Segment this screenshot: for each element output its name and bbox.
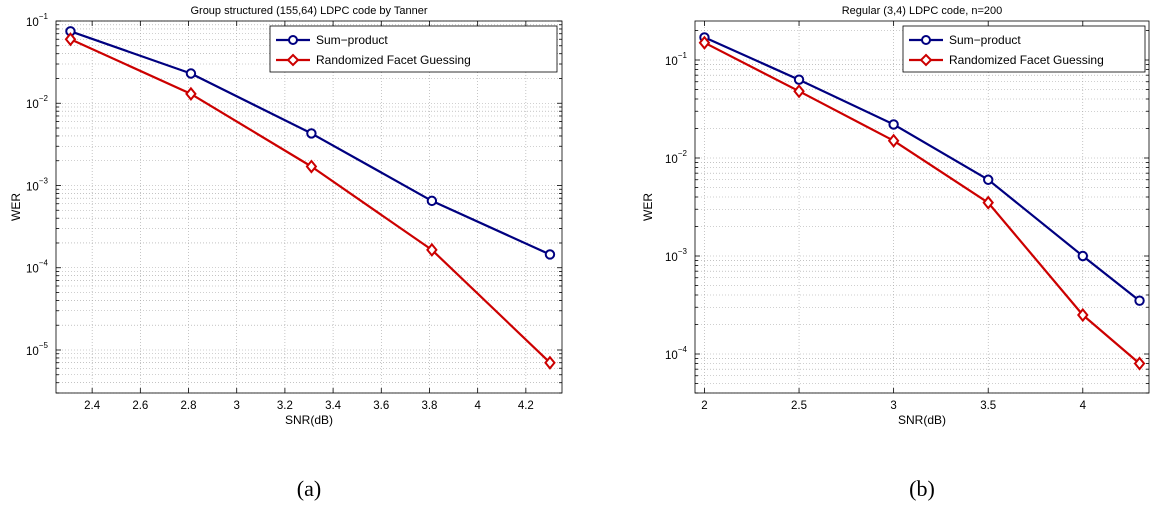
chart-a-caption: (a) bbox=[297, 476, 321, 501]
series-line-2 bbox=[703, 41, 1141, 365]
chart-panel-a: Group structured (155,64) LDPC code by T… bbox=[9, 5, 563, 501]
x-tick-label: 3.5 bbox=[980, 400, 996, 412]
data-point-series-1 bbox=[983, 174, 994, 185]
chart-b-xlabel: SNR(dB) bbox=[898, 413, 946, 427]
series-line-1 bbox=[704, 36, 1141, 302]
data-point-series-2 bbox=[698, 35, 711, 50]
x-tick-label: 2.6 bbox=[132, 400, 148, 412]
y-tick-label: 10−4 bbox=[665, 345, 687, 362]
x-tick-label: 3.6 bbox=[373, 400, 389, 412]
y-tick-label: 10−2 bbox=[26, 94, 48, 111]
legend-circle-marker-icon bbox=[288, 35, 298, 45]
chart-a-legend-entry-2: Randomized Facet Guessing bbox=[316, 53, 471, 67]
x-tick-label: 2.4 bbox=[84, 400, 101, 412]
chart-a-plot-area bbox=[55, 20, 563, 394]
series-line-2 bbox=[70, 38, 551, 364]
x-tick-label: 4 bbox=[1080, 400, 1087, 412]
data-point-series-2 bbox=[185, 86, 197, 101]
chart-panel-b: Regular (3,4) LDPC code, n=200 2 2.5 3 3.5 4… bbox=[641, 5, 1150, 501]
y-tick-label: 10−2 bbox=[665, 149, 687, 166]
data-point-series-2 bbox=[793, 84, 805, 99]
data-point-series-1 bbox=[888, 119, 899, 130]
y-tick-label: 10−5 bbox=[26, 341, 48, 358]
x-tick-label: 2.8 bbox=[181, 400, 197, 412]
data-point-series-2 bbox=[305, 159, 318, 174]
chart-b-plot-area bbox=[694, 20, 1150, 394]
chart-a-title: Group structured (155,64) LDPC code by T… bbox=[190, 5, 427, 17]
data-point-series-2 bbox=[982, 195, 995, 210]
x-tick-label: 3 bbox=[890, 400, 896, 412]
data-point-series-1 bbox=[1077, 250, 1088, 262]
x-tick-label: 3.4 bbox=[325, 400, 342, 412]
data-point-series-2 bbox=[1076, 307, 1089, 323]
chart-a-ylabel: WER bbox=[9, 193, 23, 221]
data-point-series-1 bbox=[185, 68, 197, 79]
data-point-series-1 bbox=[544, 249, 556, 260]
data-point-series-1 bbox=[1134, 295, 1145, 306]
chart-b-ylabel: WER bbox=[641, 193, 655, 221]
chart-b-title: Regular (3,4) LDPC code, n=200 bbox=[842, 5, 1003, 17]
data-point-series-1 bbox=[793, 74, 805, 85]
x-tick-label: 4 bbox=[474, 400, 481, 412]
y-tick-label: 10−4 bbox=[26, 259, 48, 276]
y-tick-label: 10−3 bbox=[665, 247, 687, 264]
x-tick-label: 2.5 bbox=[791, 400, 807, 412]
x-tick-label: 3.8 bbox=[421, 400, 437, 412]
chart-a-legend-entry-1: Sum−product bbox=[316, 33, 388, 47]
y-tick-label: 10−1 bbox=[26, 12, 48, 29]
chart-a-xlabel: SNR(dB) bbox=[285, 413, 333, 427]
data-point-series-1 bbox=[426, 195, 438, 207]
x-tick-label: 3.2 bbox=[277, 400, 293, 412]
data-point-series-2 bbox=[1133, 356, 1146, 371]
chart-b-legend-entry-1: Sum−product bbox=[949, 33, 1021, 47]
y-tick-label: 10−1 bbox=[665, 51, 687, 68]
data-point-series-2 bbox=[887, 133, 900, 148]
chart-b-legend-entry-2: Randomized Facet Guessing bbox=[949, 53, 1104, 67]
y-tick-label: 10−3 bbox=[26, 176, 48, 193]
data-point-series-1 bbox=[306, 128, 317, 139]
legend-diamond-marker-icon bbox=[286, 53, 300, 67]
x-tick-label: 3 bbox=[234, 400, 240, 412]
legend-circle-marker-icon bbox=[921, 35, 931, 45]
data-point-series-2 bbox=[544, 355, 556, 370]
data-point-series-2 bbox=[426, 242, 438, 257]
data-point-series-2 bbox=[64, 32, 77, 47]
chart-b-legend: Sum−product Randomized Facet Guessing bbox=[902, 25, 1146, 73]
legend-diamond-marker-icon bbox=[919, 53, 933, 67]
x-tick-label: 4.2 bbox=[518, 400, 534, 412]
chart-a-legend: Sum−product Randomized Facet Guessing bbox=[269, 25, 558, 73]
chart-b-caption: (b) bbox=[909, 476, 935, 501]
x-tick-label: 2 bbox=[701, 400, 707, 412]
